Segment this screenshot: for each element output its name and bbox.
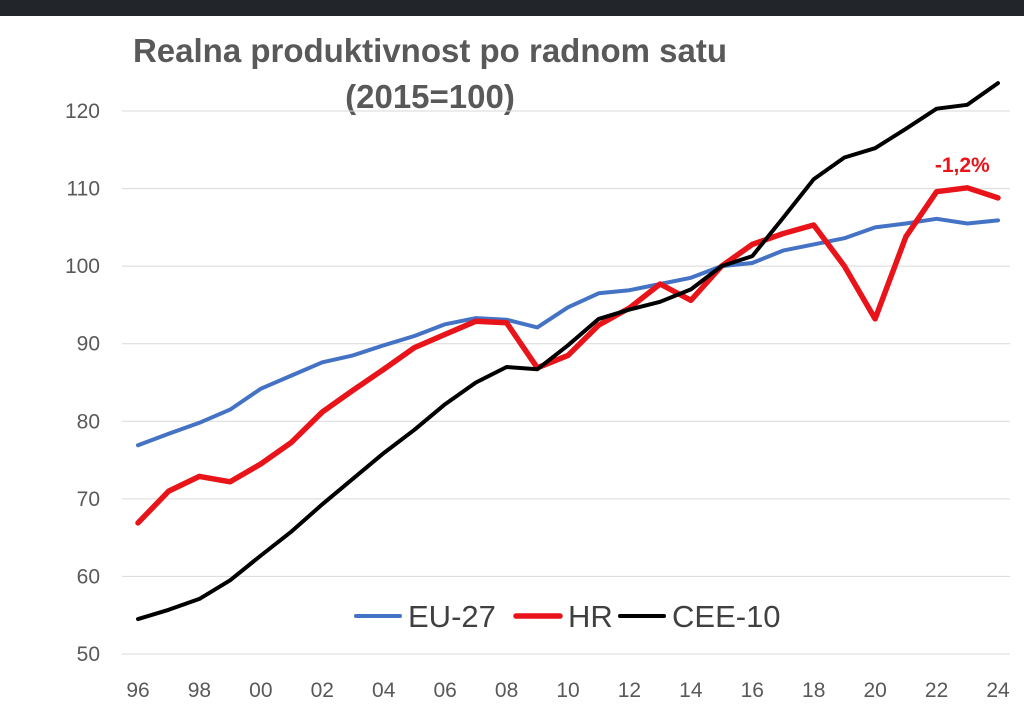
chart-title-block: Realna produktivnost po radnom satu (201… <box>60 28 800 120</box>
legend-label-cee-10: CEE-10 <box>672 599 781 634</box>
legend: EU-27 HR CEE-10 <box>354 599 781 634</box>
x-tick-label-14: 14 <box>679 679 703 702</box>
annotation-hr: -1,2% <box>935 154 990 177</box>
y-tick-label-70: 70 <box>77 488 100 511</box>
x-tick-label-96: 96 <box>126 679 149 702</box>
x-tick-label-20: 20 <box>863 679 886 702</box>
x-tick-label-98: 98 <box>188 679 211 702</box>
y-axis-ticks: 50 60 70 80 90 100 110 120 <box>65 100 100 666</box>
legend-label-hr: HR <box>568 599 613 634</box>
x-tick-label-12: 12 <box>618 679 641 702</box>
y-tick-label-120: 120 <box>65 100 100 123</box>
x-tick-label-02: 02 <box>311 679 334 702</box>
x-tick-label-00: 00 <box>249 679 272 702</box>
y-tick-label-90: 90 <box>77 333 100 356</box>
y-tick-label-50: 50 <box>77 643 100 666</box>
chart-subtitle: (2015=100) <box>345 78 515 115</box>
x-tick-label-10: 10 <box>556 679 579 702</box>
x-tick-label-04: 04 <box>372 679 396 702</box>
x-tick-label-06: 06 <box>433 679 456 702</box>
y-tick-label-110: 110 <box>67 178 100 201</box>
y-tick-label-80: 80 <box>77 410 100 433</box>
x-tick-label-08: 08 <box>495 679 518 702</box>
annotations: -1,2% <box>935 154 990 177</box>
y-tick-label-60: 60 <box>77 565 100 588</box>
x-axis-ticks: 96 98 00 02 04 06 08 10 12 14 16 18 20 22 24 <box>126 679 1010 702</box>
legend-label-eu-27: EU-27 <box>408 599 496 634</box>
series-lines <box>135 81 1001 622</box>
series-line-eu-27 <box>136 216 1000 448</box>
series-line-hr <box>135 185 1001 526</box>
y-tick-label-100: 100 <box>65 255 100 278</box>
chart-title: Realna produktivnost po radnom satu <box>132 32 728 69</box>
x-tick-label-18: 18 <box>802 679 825 702</box>
top-bar <box>0 0 1024 16</box>
gridlines <box>122 110 1010 655</box>
x-tick-label-16: 16 <box>741 679 764 702</box>
series-line-cee-10 <box>136 81 1000 622</box>
x-tick-label-24: 24 <box>986 679 1010 702</box>
x-tick-label-22: 22 <box>925 679 948 702</box>
